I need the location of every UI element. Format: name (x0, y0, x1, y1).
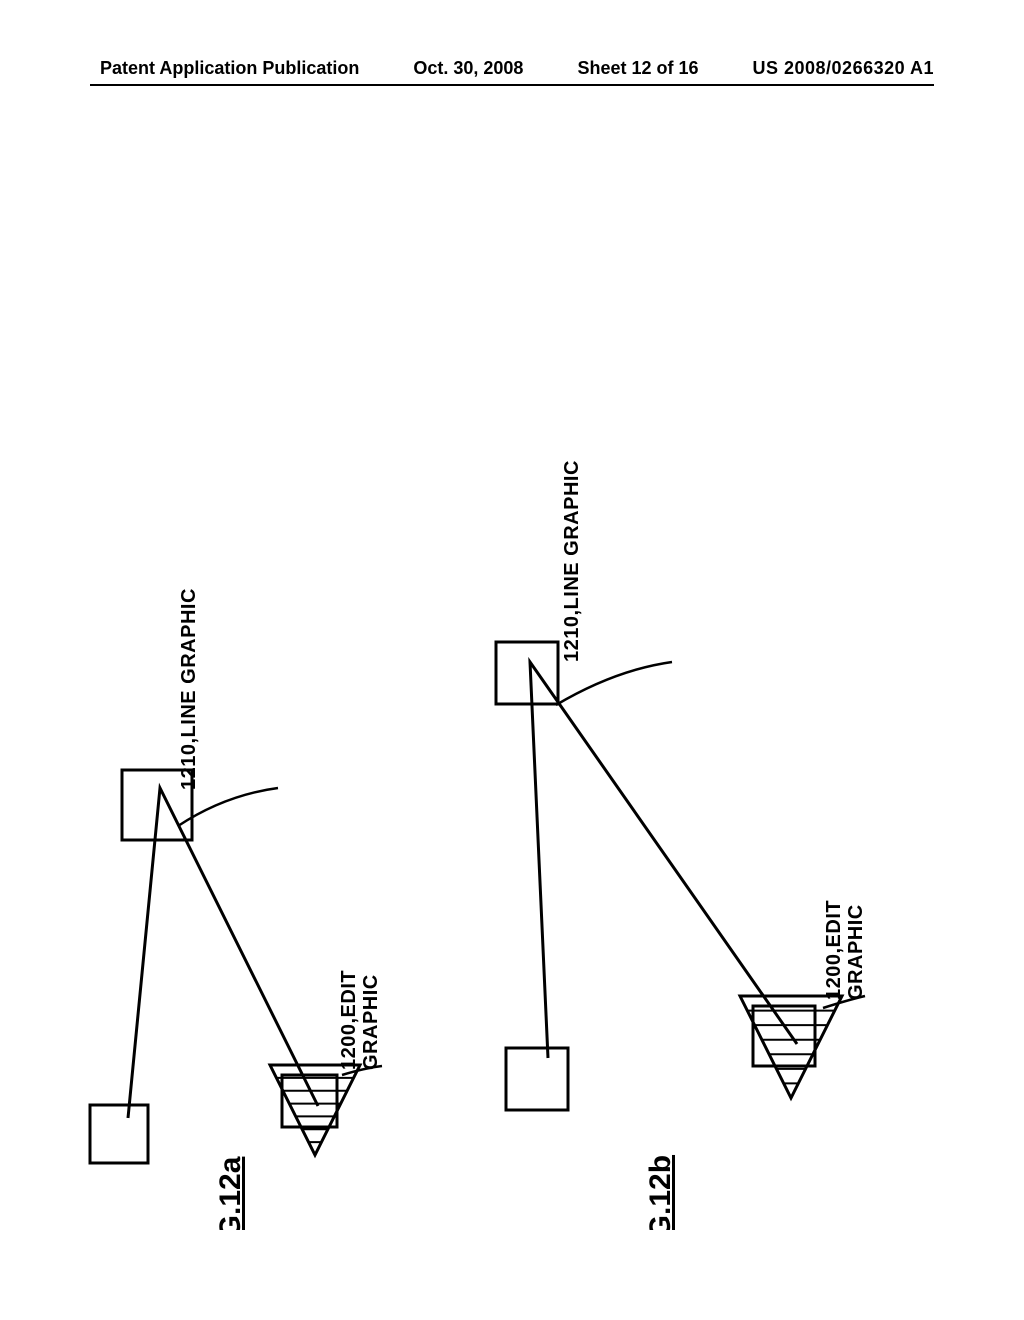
page-header: Patent Application Publication Oct. 30, … (0, 58, 1024, 79)
fig-12a-caption: FIG.12a (214, 1156, 247, 1230)
fig-12a-label-edit-1: 1200,EDIT (338, 970, 360, 1070)
header-left: Patent Application Publication (100, 58, 359, 79)
fig-12a-label-line: 1210,LINE GRAPHIC (178, 588, 200, 790)
fig-12a-group: 1210,LINE GRAPHIC 1200,EDITGRAPHIC FIG.12a (90, 588, 382, 1230)
fig-12a-handle-right (282, 1075, 337, 1127)
figures-svg: 1210,LINE GRAPHIC1200,EDITGRAPHICFIG.12a… (60, 130, 964, 1230)
fig-12b-handle-top (496, 642, 558, 704)
fig-12b-leader-line (556, 662, 672, 705)
header-date: Oct. 30, 2008 (413, 58, 523, 79)
fig-12b-caption: FIG.12b (644, 1155, 677, 1230)
fig-12b-group: 1210,LINE GRAPHIC 1200,EDITGRAPHIC FIG.12b (496, 460, 867, 1230)
fig-12b-line-graphic (530, 662, 797, 1058)
fig-12b-handle-right (753, 1006, 815, 1066)
fig-12a-line-graphic (128, 788, 318, 1118)
header-sheet: Sheet 12 of 16 (577, 58, 698, 79)
fig-12b-label-edit-2: GRAPHIC (845, 904, 867, 1000)
header-rule (90, 84, 934, 86)
fig-12a-label-edit-2: GRAPHIC (360, 974, 382, 1070)
fig-12b-label-edit-1: 1200,EDIT (823, 900, 845, 1000)
page-root: Patent Application Publication Oct. 30, … (0, 0, 1024, 1320)
figure-area: 1210,LINE GRAPHIC1200,EDITGRAPHICFIG.12a… (60, 130, 964, 1230)
header-pubnum: US 2008/0266320 A1 (753, 58, 934, 79)
fig-12b-label-line: 1210,LINE GRAPHIC (561, 460, 583, 662)
fig-12a-handle-left (90, 1105, 148, 1163)
fig-12b-handle-left (506, 1048, 568, 1110)
